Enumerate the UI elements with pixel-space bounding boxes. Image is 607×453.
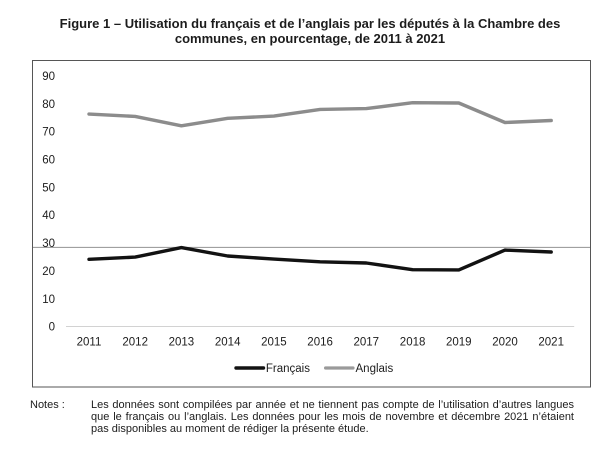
svg-text:2013: 2013 [169,336,195,348]
svg-text:2011: 2011 [77,336,102,348]
svg-text:2017: 2017 [354,336,380,348]
svg-text:Anglais: Anglais [356,363,394,375]
svg-text:60: 60 [42,155,55,167]
svg-text:70: 70 [42,127,55,139]
svg-text:Français: Français [266,363,310,375]
svg-text:30: 30 [42,238,55,250]
svg-text:10: 10 [42,294,55,306]
svg-text:0: 0 [49,322,55,334]
svg-text:2018: 2018 [400,336,426,348]
svg-text:2021: 2021 [538,336,564,348]
svg-text:40: 40 [42,210,55,222]
svg-text:90: 90 [42,71,55,83]
svg-text:2019: 2019 [446,336,472,348]
svg-text:2016: 2016 [307,336,333,348]
svg-text:20: 20 [42,266,55,278]
svg-text:50: 50 [42,182,55,194]
svg-text:2015: 2015 [261,336,287,348]
svg-text:2020: 2020 [492,336,518,348]
svg-text:2014: 2014 [215,336,241,348]
svg-text:80: 80 [42,99,55,111]
svg-text:2012: 2012 [122,336,148,348]
